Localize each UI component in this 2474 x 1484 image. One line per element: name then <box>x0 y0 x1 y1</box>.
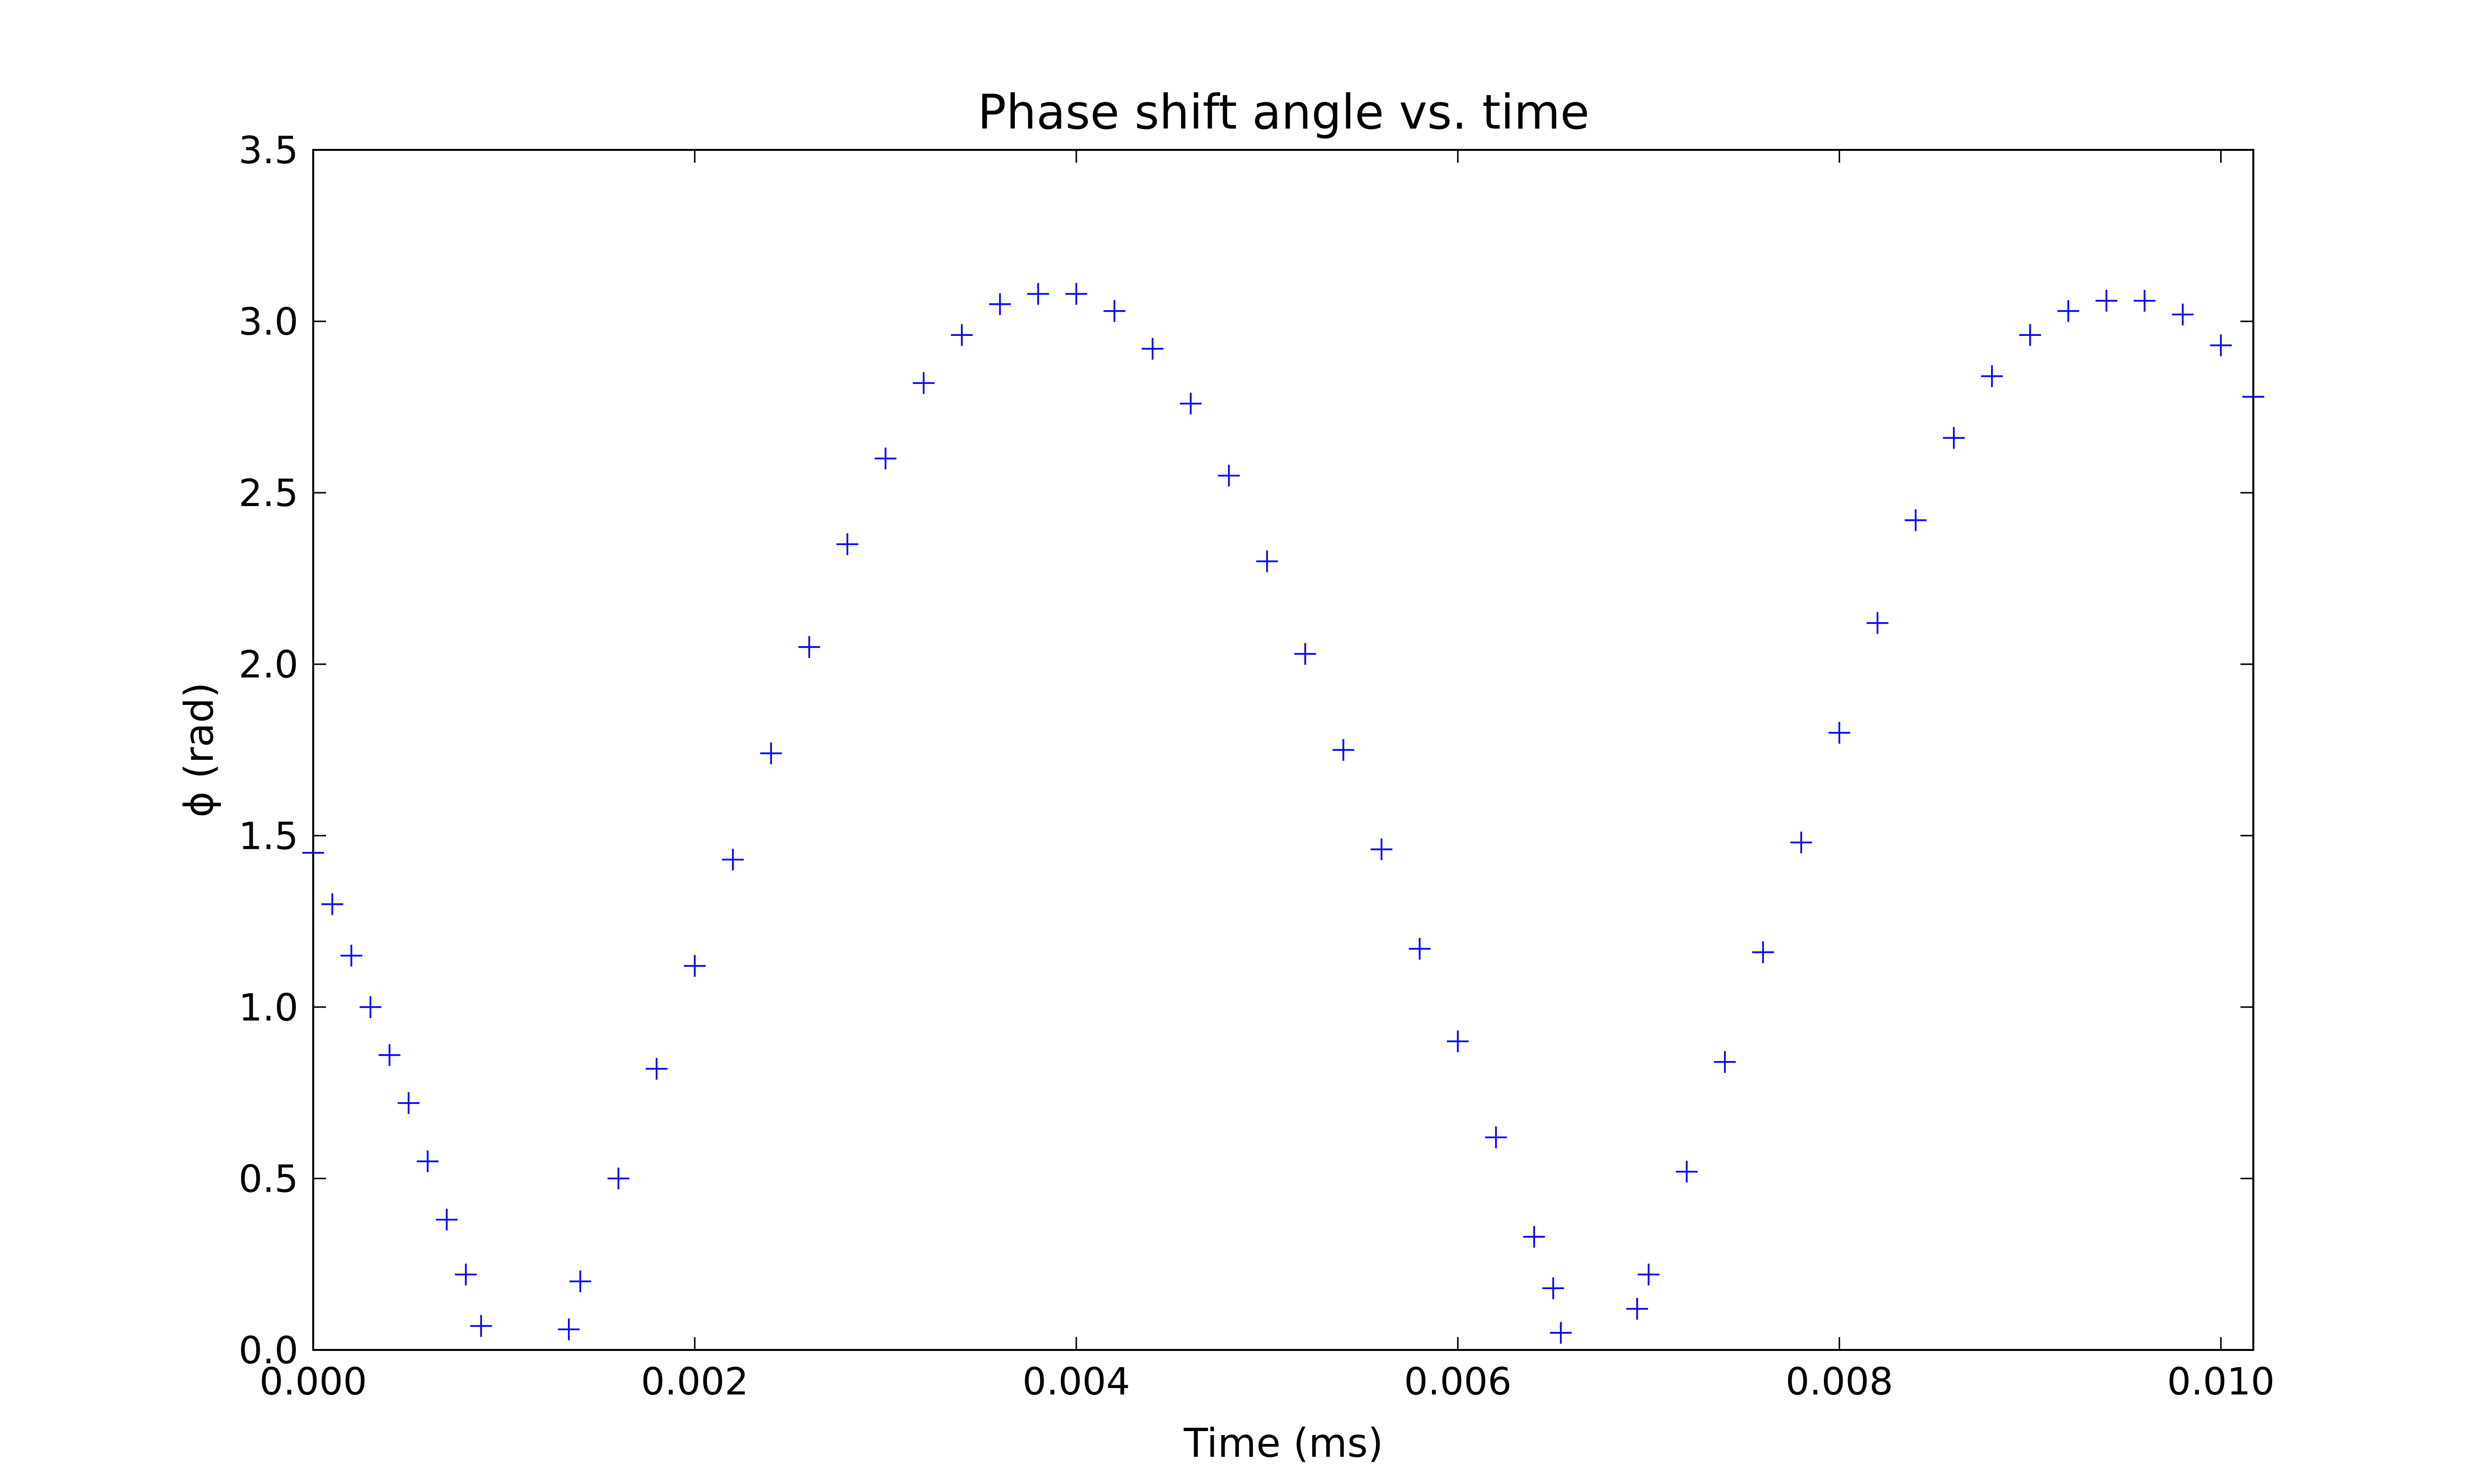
data-point <box>951 324 973 346</box>
x-tick-label: 0.002 <box>641 1359 749 1403</box>
data-point <box>1866 612 1889 634</box>
data-point <box>1523 1226 1545 1248</box>
x-tick-label: 0.006 <box>1404 1359 1512 1403</box>
data-point <box>1626 1298 1648 1320</box>
data-point <box>2134 289 2156 312</box>
data-point <box>379 1044 401 1066</box>
y-tick-label: 2.5 <box>238 471 298 515</box>
y-tick-label: 3.5 <box>238 128 298 172</box>
data-point <box>607 1167 629 1190</box>
data-point <box>1180 392 1202 415</box>
data-point <box>1218 464 1240 487</box>
data-point <box>1675 1160 1698 1183</box>
data-point <box>798 636 820 658</box>
x-tick-label: 0.010 <box>2167 1359 2275 1403</box>
data-point <box>1904 509 1927 531</box>
x-tick-label: 0.000 <box>259 1359 367 1403</box>
x-tick-label: 0.004 <box>1022 1359 1130 1403</box>
data-point <box>435 1208 458 1231</box>
data-point <box>359 996 381 1018</box>
data-point <box>1294 643 1316 665</box>
data-point <box>1714 1051 1736 1073</box>
data-point <box>722 848 744 871</box>
data-point <box>1828 722 1851 744</box>
x-axis-label: Time (ms) <box>1183 1420 1383 1466</box>
y-tick-label: 2.0 <box>238 643 298 687</box>
data-point <box>340 944 363 967</box>
data-point <box>836 533 858 556</box>
data-point <box>1447 1030 1469 1053</box>
data-point <box>1790 832 1812 854</box>
x-tick-label: 0.008 <box>1786 1359 1894 1403</box>
data-point <box>2057 300 2080 322</box>
data-point <box>2095 289 2118 312</box>
data-point <box>1332 739 1354 761</box>
y-tick-label: 0.5 <box>238 1157 298 1201</box>
data-point <box>1981 365 2003 387</box>
data-point <box>1142 338 1164 360</box>
y-tick-label: 1.5 <box>238 814 298 858</box>
data-point <box>569 1270 591 1293</box>
y-tick-label: 1.0 <box>238 985 298 1029</box>
data-point <box>2019 324 2041 346</box>
data-point <box>1752 941 1774 963</box>
y-tick-label: 3.0 <box>238 300 298 344</box>
data-point <box>1485 1126 1507 1149</box>
data-point <box>321 893 343 915</box>
data-point <box>1550 1322 1572 1344</box>
data-point <box>1371 838 1393 861</box>
y-tick-label: 0.0 <box>238 1328 298 1372</box>
data-point <box>645 1058 667 1080</box>
data-point <box>2172 303 2194 325</box>
data-point <box>397 1092 420 1114</box>
plot-frame <box>312 149 2254 1351</box>
y-axis-label: ϕ (rad) <box>176 682 222 817</box>
data-point <box>2210 334 2232 357</box>
chart-title: Phase shift angle vs. time <box>978 85 1590 140</box>
data-point <box>1027 283 1049 305</box>
data-point <box>470 1315 492 1337</box>
data-point <box>684 955 706 977</box>
data-point <box>558 1318 580 1341</box>
data-point <box>455 1263 477 1286</box>
data-point <box>417 1150 439 1172</box>
data-point <box>874 447 897 469</box>
data-point <box>989 293 1011 315</box>
data-point <box>1065 283 1088 305</box>
data-point <box>1637 1263 1660 1286</box>
data-point <box>912 372 935 394</box>
data-point <box>1256 550 1278 572</box>
data-point <box>1542 1277 1565 1299</box>
data-point <box>1943 427 1965 449</box>
data-point <box>1103 300 1126 322</box>
data-point <box>760 742 782 764</box>
data-point <box>1409 938 1431 960</box>
